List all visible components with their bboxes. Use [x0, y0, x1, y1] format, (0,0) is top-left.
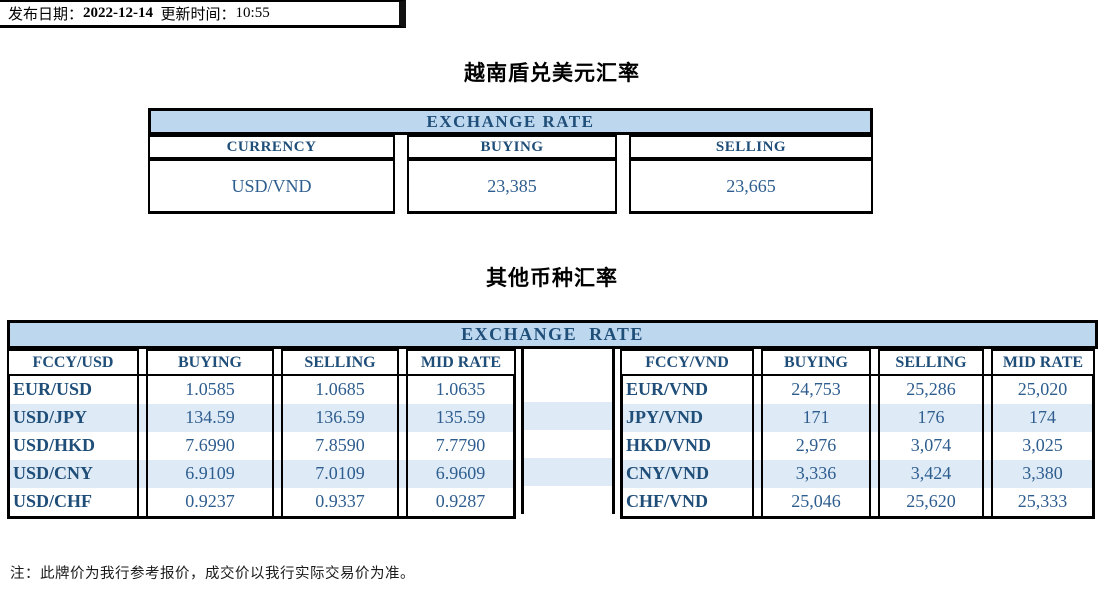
update-time-label: 更新时间： — [153, 7, 236, 23]
buying-value: 2,976 — [761, 432, 871, 460]
pair-label: JPY/VND — [620, 404, 754, 432]
midrate-value: 1.0635 — [406, 376, 516, 404]
pair-label: CHF/VND — [620, 488, 754, 516]
selling-value: 25,620 — [878, 488, 984, 516]
selling-value: 7.8590 — [281, 432, 399, 460]
header-midrate-vnd: MID RATE — [991, 349, 1095, 374]
buying-value: 134.59 — [146, 404, 274, 432]
pair-label: USD/HKD — [7, 432, 139, 460]
midrate-value: 3,380 — [991, 460, 1095, 488]
buying-value: 25,046 — [761, 488, 871, 516]
selling-value: 3,074 — [878, 432, 984, 460]
fccy-vnd-table-half: FCCY/VND BUYING SELLING MID RATE EUR/VND… — [620, 349, 1095, 519]
publish-date-bar: 发布日期： 2022-12-14 更新时间： 10:55 — [0, 0, 406, 28]
header-fccy-usd: FCCY/USD — [7, 349, 139, 374]
selling-value: 0.9337 — [281, 488, 399, 516]
pair-label: CNY/VND — [620, 460, 754, 488]
buying-value: 6.9109 — [146, 460, 274, 488]
header-midrate-usd: MID RATE — [406, 349, 516, 374]
table2-spacer-column — [521, 349, 615, 514]
selling-value: 176 — [878, 404, 984, 432]
table-row: USD/HKD 7.6990 7.8590 7.7790 — [7, 432, 516, 460]
midrate-value: 3,025 — [991, 432, 1095, 460]
buying-value: 7.6990 — [146, 432, 274, 460]
pair-label: HKD/VND — [620, 432, 754, 460]
table-row: USD/CNY 6.9109 7.0109 6.9609 — [7, 460, 516, 488]
table1-buying-value: 23,385 — [407, 159, 617, 214]
midrate-value: 135.59 — [406, 404, 516, 432]
selling-value: 25,286 — [878, 376, 984, 404]
pair-label: USD/JPY — [7, 404, 139, 432]
fccy-usd-table-half: FCCY/USD BUYING SELLING MID RATE EUR/USD… — [7, 349, 516, 519]
buying-value: 1.0585 — [146, 376, 274, 404]
table1-header-buying: BUYING — [407, 135, 617, 159]
selling-value: 1.0685 — [281, 376, 399, 404]
section2-title: 其他币种汇率 — [486, 266, 618, 290]
midrate-value: 25,020 — [991, 376, 1095, 404]
table1-data-row: USD/VND 23,385 23,665 — [148, 159, 873, 214]
table-row: CNY/VND 3,336 3,424 3,380 — [620, 460, 1095, 488]
table1-header-currency: CURRENCY — [148, 135, 395, 159]
header-buying-usd: BUYING — [146, 349, 274, 374]
buying-value: 24,753 — [761, 376, 871, 404]
header-selling-vnd: SELLING — [878, 349, 984, 374]
table-row: JPY/VND 171 176 174 — [620, 404, 1095, 432]
update-time-value: 10:55 — [235, 5, 270, 21]
table-row: EUR/VND 24,753 25,286 25,020 — [620, 376, 1095, 404]
table-row: EUR/USD 1.0585 1.0685 1.0635 — [7, 376, 516, 404]
buying-value: 171 — [761, 404, 871, 432]
buying-value: 0.9237 — [146, 488, 274, 516]
midrate-value: 7.7790 — [406, 432, 516, 460]
table-row: USD/JPY 134.59 136.59 135.59 — [7, 404, 516, 432]
table-row: CHF/VND 25,046 25,620 25,333 — [620, 488, 1095, 516]
section1-title: 越南盾兑美元汇率 — [464, 61, 640, 85]
publish-date-value: 2022-12-14 — [83, 5, 154, 21]
selling-value: 136.59 — [281, 404, 399, 432]
pair-label: USD/CNY — [7, 460, 139, 488]
midrate-value: 174 — [991, 404, 1095, 432]
fccy-usd-header-row: FCCY/USD BUYING SELLING MID RATE — [7, 349, 516, 376]
publish-date-label: 发布日期： — [8, 7, 84, 23]
table-row: USD/CHF 0.9237 0.9337 0.9287 — [7, 488, 516, 516]
table2-band-title: EXCHANGE RATE — [7, 320, 1098, 349]
footnote: 注：此牌价为我行参考报价，成交价以我行实际交易价为准。 — [10, 566, 415, 582]
table1-selling-value: 23,665 — [629, 159, 873, 214]
fccy-vnd-header-row: FCCY/VND BUYING SELLING MID RATE — [620, 349, 1095, 376]
table-row: HKD/VND 2,976 3,074 3,025 — [620, 432, 1095, 460]
table1-band-title: EXCHANGE RATE — [148, 108, 873, 135]
usd-vnd-rate-table: EXCHANGE RATE CURRENCY BUYING SELLING US… — [148, 108, 873, 214]
selling-value: 3,424 — [878, 460, 984, 488]
header-fccy-vnd: FCCY/VND — [620, 349, 754, 374]
other-currency-rate-table: EXCHANGE RATE FCCY/USD BUYING SELLING MI… — [7, 320, 1098, 519]
buying-value: 3,336 — [761, 460, 871, 488]
table1-header-selling: SELLING — [629, 135, 873, 159]
pair-label: EUR/USD — [7, 376, 139, 404]
header-buying-vnd: BUYING — [761, 349, 871, 374]
pair-label: USD/CHF — [7, 488, 139, 516]
midrate-value: 0.9287 — [406, 488, 516, 516]
table1-currency-pair: USD/VND — [148, 159, 395, 214]
midrate-value: 25,333 — [991, 488, 1095, 516]
table1-header-row: CURRENCY BUYING SELLING — [148, 135, 873, 159]
header-selling-usd: SELLING — [281, 349, 399, 374]
pair-label: EUR/VND — [620, 376, 754, 404]
midrate-value: 6.9609 — [406, 460, 516, 488]
selling-value: 7.0109 — [281, 460, 399, 488]
